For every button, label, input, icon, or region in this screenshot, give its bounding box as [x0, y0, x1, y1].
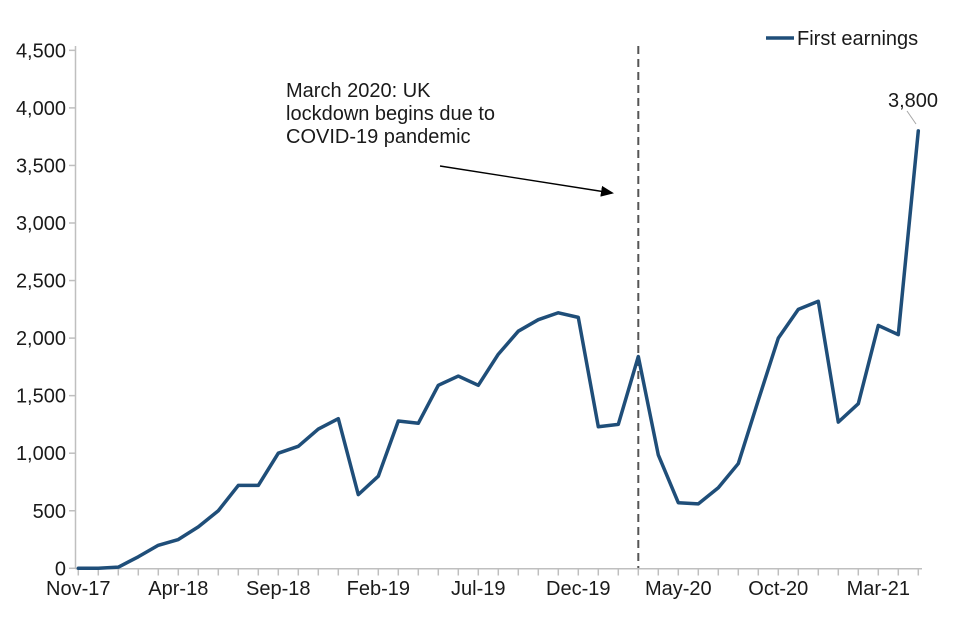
x-tick-label: Apr-18 — [148, 578, 208, 600]
y-tick-label: 3,500 — [16, 155, 66, 177]
end-data-label: 3,800 — [888, 90, 938, 125]
y-axis-ticks — [69, 49, 76, 570]
annotation-arrow — [439, 165, 614, 197]
x-tick-label: Dec-19 — [546, 578, 610, 600]
x-axis-ticks — [77, 569, 920, 576]
y-tick-label: 2,000 — [16, 328, 66, 350]
x-axis-labels: Nov-17 Apr-18 Sep-18 Feb-19 Jul-19 Dec-19 May-… — [46, 578, 910, 600]
y-tick-label: 2,500 — [16, 271, 66, 293]
y-tick-label: 0 — [55, 558, 66, 580]
x-tick-label: Nov-17 — [46, 578, 110, 600]
x-tick-label: Sep-18 — [246, 578, 311, 600]
annotation-line-3: COVID-19 pandemic — [286, 126, 471, 148]
y-tick-label: 3,000 — [16, 213, 66, 235]
end-data-label-text: 3,800 — [888, 90, 938, 112]
y-tick-label: 500 — [33, 501, 66, 523]
annotation-line-1: March 2020: UK — [286, 80, 431, 102]
x-tick-label: Oct-20 — [748, 578, 808, 600]
x-tick-label: May-20 — [645, 578, 712, 600]
first-earnings-series-line — [76, 129, 921, 571]
x-tick-label: Mar-21 — [847, 578, 910, 600]
x-tick-label: Jul-19 — [451, 578, 505, 600]
end-data-label-leader-line — [906, 110, 917, 125]
y-tick-label: 4,000 — [16, 98, 66, 120]
x-tick-label: Feb-19 — [347, 578, 410, 600]
annotation: March 2020: UK lockdown begins due to CO… — [286, 80, 614, 197]
annotation-line-2: lockdown begins due to — [286, 103, 495, 125]
y-tick-label: 1,500 — [16, 386, 66, 408]
legend: First earnings — [766, 28, 918, 50]
y-tick-label: 4,500 — [16, 40, 66, 62]
y-tick-label: 1,000 — [16, 443, 66, 465]
legend-label: First earnings — [797, 28, 918, 50]
y-axis-labels: 0 500 1,000 1,500 2,000 2,500 3,000 3,500 4,000 4… — [16, 40, 66, 580]
